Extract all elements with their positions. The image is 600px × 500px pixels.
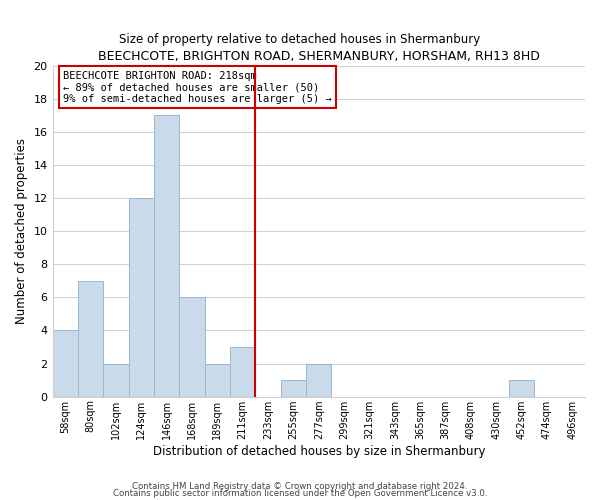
Bar	[128, 198, 154, 396]
Bar	[154, 115, 179, 396]
Bar	[179, 298, 205, 396]
Text: BEECHCOTE BRIGHTON ROAD: 218sqm
← 89% of detached houses are smaller (50)
9% of : BEECHCOTE BRIGHTON ROAD: 218sqm ← 89% of…	[63, 70, 332, 104]
Text: Contains public sector information licensed under the Open Government Licence v3: Contains public sector information licen…	[113, 489, 487, 498]
Title: BEECHCOTE, BRIGHTON ROAD, SHERMANBURY, HORSHAM, RH13 8HD: BEECHCOTE, BRIGHTON ROAD, SHERMANBURY, H…	[98, 50, 540, 63]
Bar	[230, 347, 256, 397]
Bar	[78, 281, 103, 396]
Bar	[53, 330, 78, 396]
Text: Contains HM Land Registry data © Crown copyright and database right 2024.: Contains HM Land Registry data © Crown c…	[132, 482, 468, 491]
Bar	[281, 380, 306, 396]
Bar	[509, 380, 534, 396]
X-axis label: Distribution of detached houses by size in Shermanbury: Distribution of detached houses by size …	[152, 444, 485, 458]
Bar	[306, 364, 331, 396]
Bar	[205, 364, 230, 396]
Text: Size of property relative to detached houses in Shermanbury: Size of property relative to detached ho…	[119, 32, 481, 46]
Bar	[103, 364, 128, 396]
Y-axis label: Number of detached properties: Number of detached properties	[15, 138, 28, 324]
